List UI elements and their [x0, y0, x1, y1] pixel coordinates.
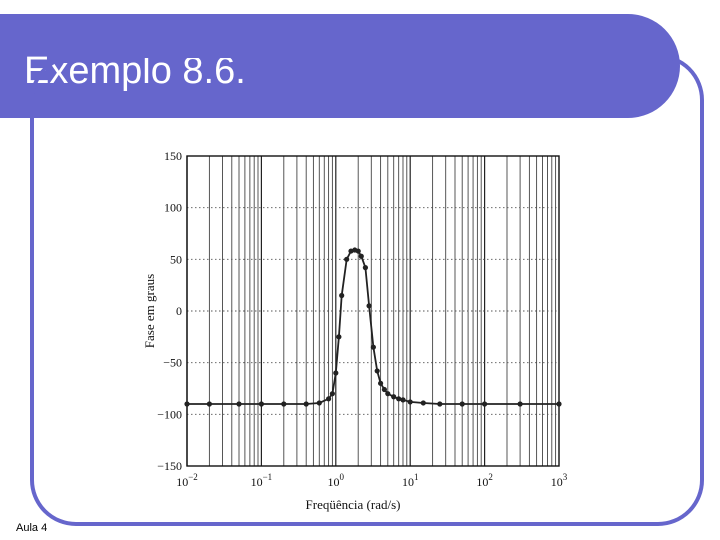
data-point — [339, 292, 345, 299]
y-axis-label: Fase em graus — [142, 274, 157, 348]
slide-frame — [30, 54, 704, 526]
data-point — [396, 396, 402, 402]
data-point — [385, 391, 391, 397]
data-point — [303, 401, 309, 407]
data-point — [281, 401, 287, 407]
data-point — [236, 401, 242, 407]
y-tick-label: 50 — [170, 252, 182, 266]
plot-area — [187, 156, 559, 466]
y-tick-label: −100 — [157, 407, 182, 421]
data-point — [370, 344, 376, 350]
data-point — [407, 399, 413, 405]
data-point — [355, 248, 361, 254]
data-point — [459, 401, 465, 407]
y-tick-label: 150 — [164, 149, 182, 163]
plot-border — [186, 155, 560, 467]
data-point — [400, 397, 406, 403]
data-point — [316, 400, 322, 406]
data-point — [556, 401, 562, 407]
data-point — [377, 380, 384, 386]
data-point — [391, 394, 397, 400]
x-tick-label: 10−1 — [251, 472, 273, 489]
data-point — [344, 256, 350, 262]
data-point — [420, 400, 426, 406]
data-point — [358, 253, 364, 259]
data-point — [184, 401, 190, 407]
data-point — [258, 401, 264, 407]
data-point — [437, 401, 443, 407]
x-axis-label: Freqüência (rad/s) — [306, 497, 401, 512]
data-point — [333, 370, 339, 376]
data-point — [336, 334, 342, 340]
data-point — [366, 303, 372, 309]
footer-label: Aula 4 — [16, 522, 48, 534]
data-point — [325, 396, 332, 402]
x-tick-label: 102 — [476, 472, 493, 489]
data-point — [381, 386, 387, 393]
x-tick-label: 101 — [402, 472, 419, 489]
x-tick-label: 100 — [328, 472, 345, 489]
x-tick-label: 10−2 — [176, 472, 198, 489]
y-tick-label: −150 — [157, 459, 182, 473]
y-tick-label: −50 — [163, 356, 182, 370]
data-point — [517, 401, 523, 407]
data-point — [482, 401, 488, 407]
title-underline — [0, 118, 664, 121]
data-point — [374, 368, 380, 374]
y-tick-label: 100 — [164, 201, 182, 215]
phase-series-line — [187, 249, 559, 405]
data-point — [206, 401, 212, 407]
x-tick-label: 103 — [551, 472, 568, 489]
data-point — [329, 391, 335, 397]
y-tick-label: 0 — [176, 304, 182, 318]
data-point — [362, 265, 369, 271]
